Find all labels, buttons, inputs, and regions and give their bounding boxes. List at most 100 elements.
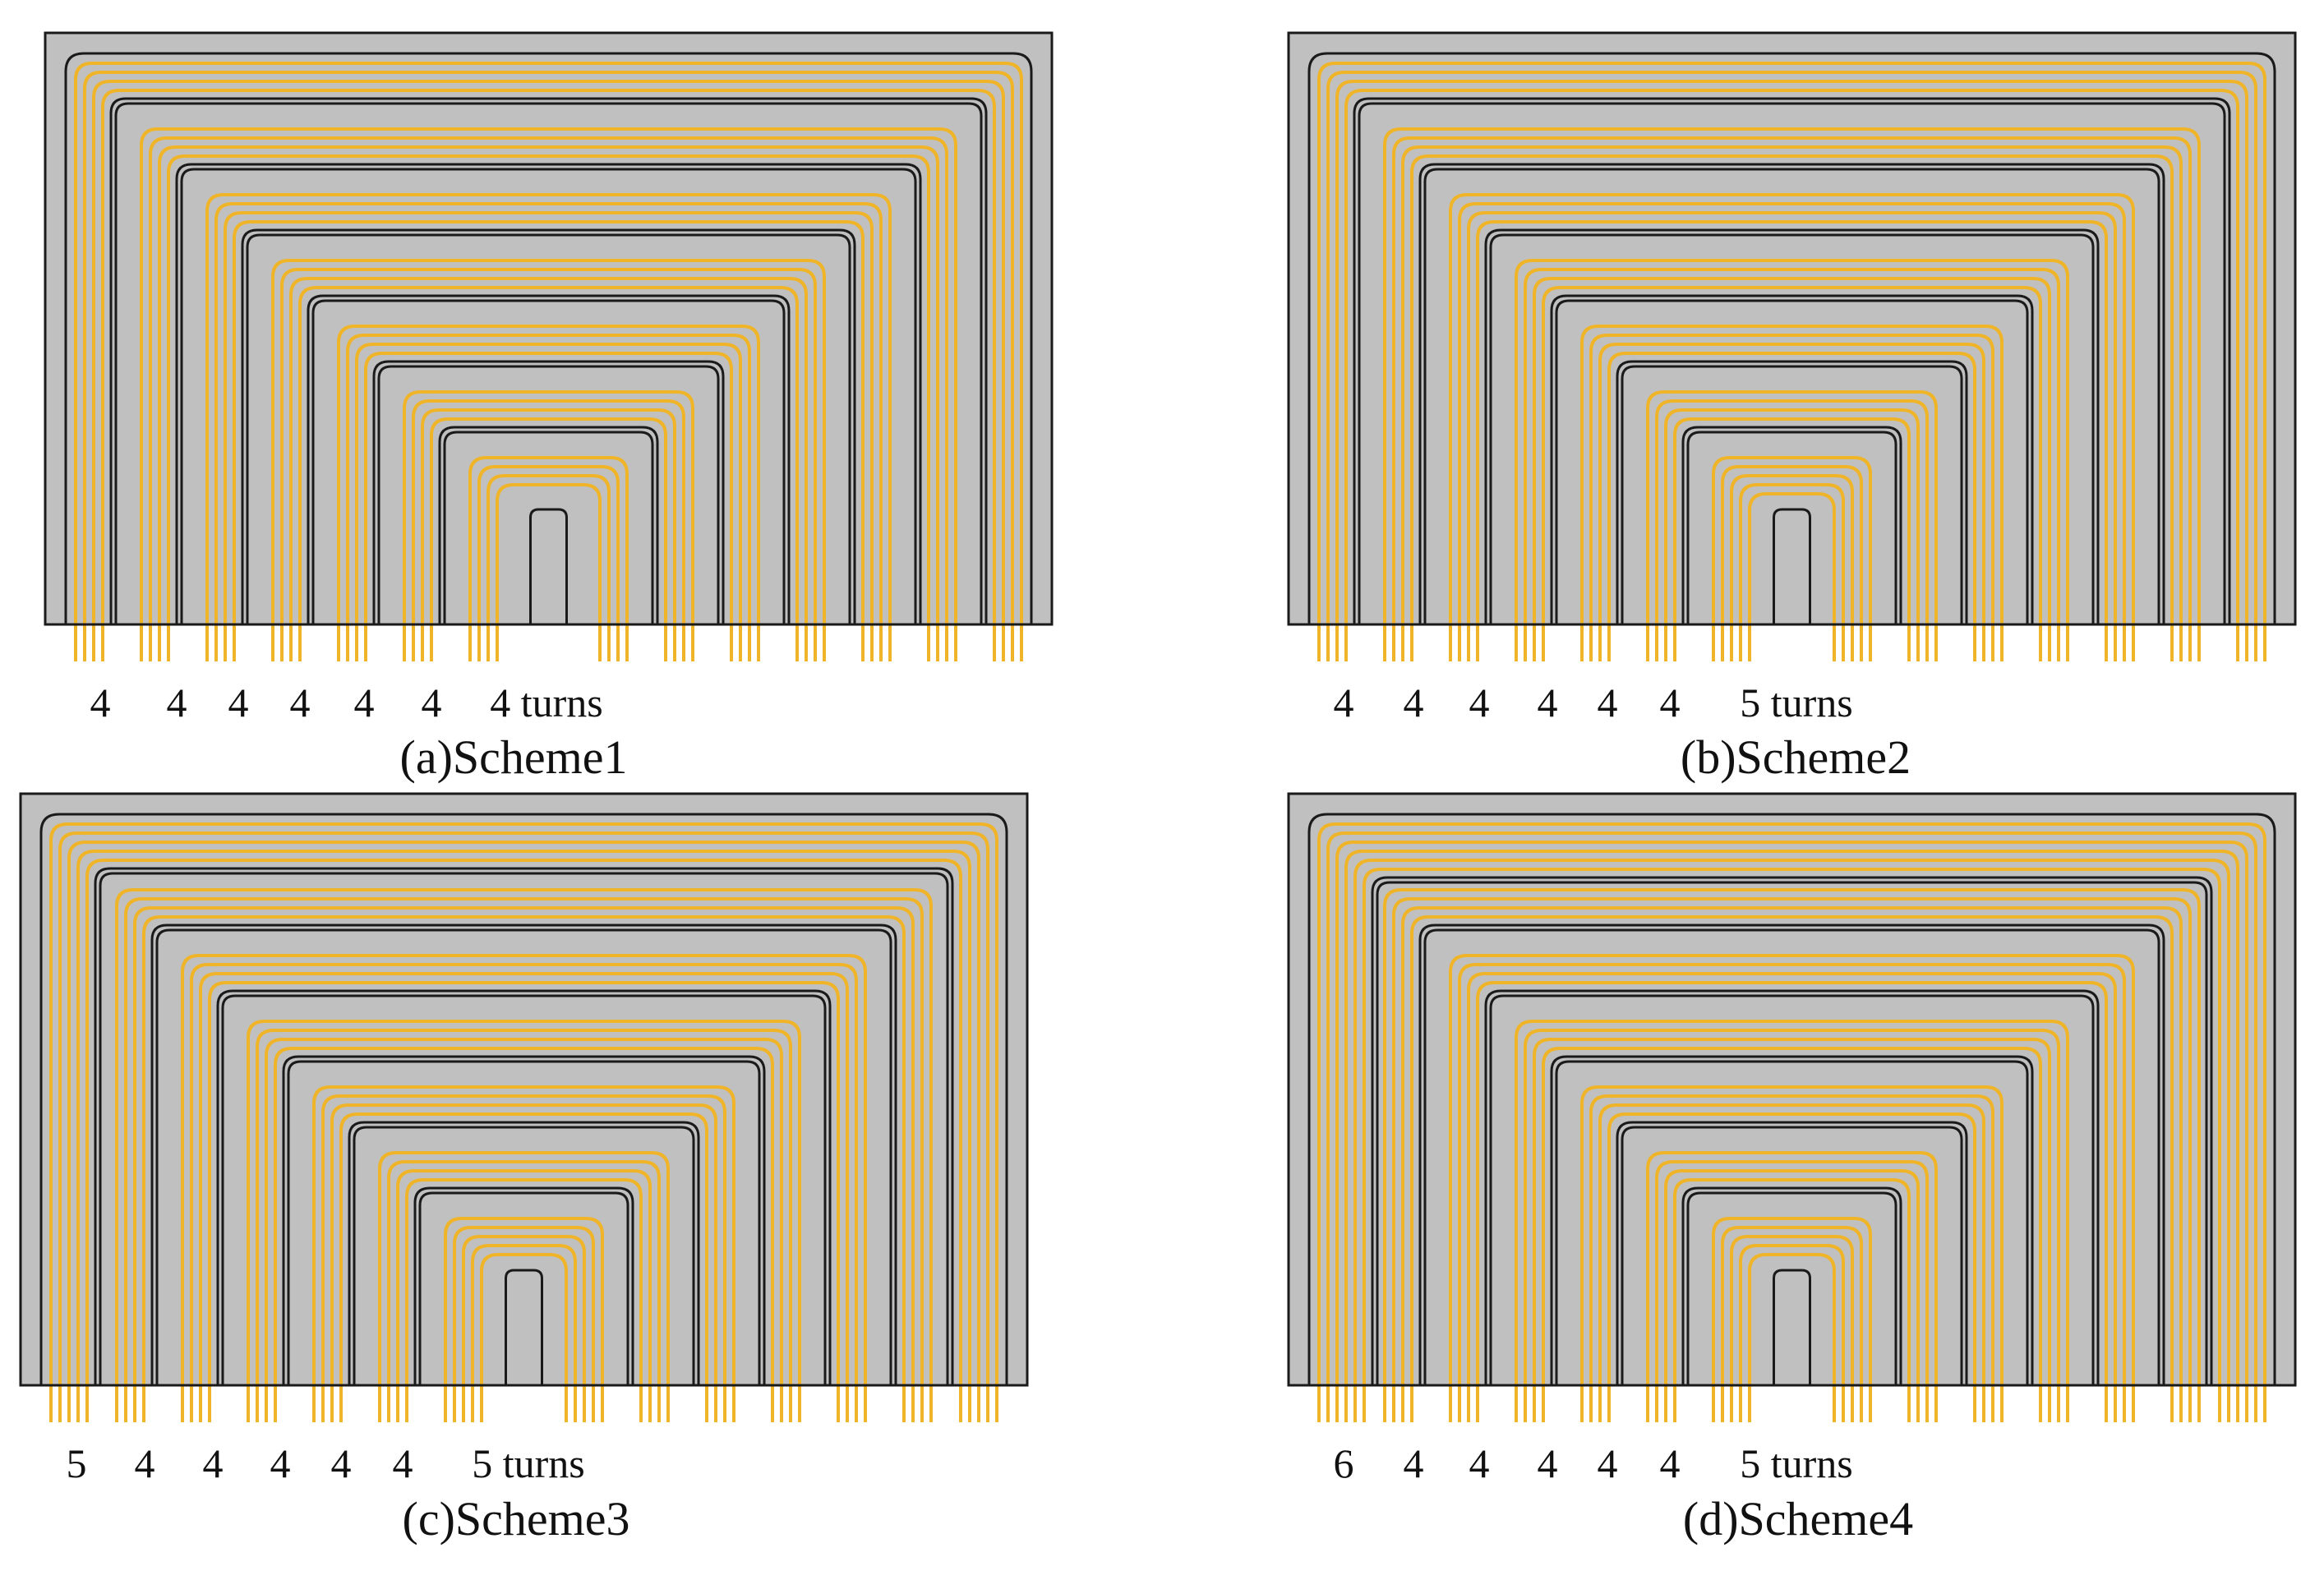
conductor-turn [1739,483,1845,661]
barrier-outer-edge [1550,294,2034,624]
conductor-turn [1739,1244,1845,1422]
conductor-turn [1392,136,2192,661]
turn-label-slot7: 4 turns [490,679,603,726]
conductor-turn [486,474,611,661]
conductor-turn [337,325,760,661]
conductor-turn [1392,897,2192,1422]
conductor-turn [396,1169,652,1422]
barrier-outer-edge [348,1121,700,1385]
barrier-outer-edge [1418,924,2165,1385]
barrier-inner-edge [1358,102,2226,624]
barrier-inner-edge [1686,1191,1897,1385]
conductor-turn [1335,80,2248,661]
conductor-turn [1712,456,1872,661]
barrier-inner-edge [353,1126,695,1385]
barrier-outer-edge [150,924,897,1385]
conductor-turn [1458,963,2126,1422]
conductor-turn [1655,1160,1929,1422]
conductor-turn [1458,202,2126,661]
conductor-turn [1410,915,2174,1422]
turn-label-slot1: 4 [90,679,111,726]
conductor-turn [74,62,1023,661]
conductor-turn [85,859,962,1422]
barrier-outer-edge [241,228,856,624]
conductor-turn [1353,859,2230,1422]
conductor-turn [1449,954,2135,1422]
conductor-turn [190,963,858,1422]
barrier-outer-edge [282,1055,766,1385]
conductor-turn [205,193,892,661]
turn-label-slot6: 4 [1659,679,1681,726]
conductor-turn [1449,193,2135,661]
conductor-turn [1673,417,1911,661]
barrier-inner-edge [1621,365,1963,624]
caption-scheme2: (b)Scheme2 [1680,730,1911,784]
conductor-turn [1533,1038,2051,1422]
conductor-turn [1326,71,2257,661]
barrier-outer-edge [1484,989,2100,1385]
turn-label-slot5: 4 [1597,1440,1618,1486]
conductor-turn [412,399,685,661]
scheme1-diagram [44,31,1054,661]
barrier-outer-edge [1681,1186,1902,1385]
conductor-turn [1580,1085,2004,1422]
conductor-turn [1646,1151,1938,1422]
conductor-turn [480,1253,568,1422]
outer-slot-boundary [1307,52,2276,624]
barrier-inner-edge [246,233,851,624]
conductor-turn [1589,1094,1994,1422]
conductor-turn [330,1103,717,1422]
conductor-turn [1515,259,2069,661]
turn-label-slot2: 4 [166,679,187,726]
conductor-turn [1598,1103,1985,1422]
conductor-turn [444,1217,604,1422]
barrier-inner-edge [1489,233,2095,624]
conductor-turn [378,1151,670,1422]
conductor-turn [1524,268,2060,661]
conductor-turn [233,220,865,661]
conductor-turn [208,981,840,1422]
conductor-turn [1664,1169,1920,1422]
center-post [529,508,568,626]
conductor-turn [1607,1112,1976,1422]
conductor-turn [1524,1029,2060,1422]
turn-label-slot2: 4 [1403,1440,1424,1486]
conductor-turn [1748,492,1836,661]
turn-label-slot1: 4 [1333,679,1354,726]
scheme3-diagram [19,792,1029,1422]
conductor-turn [403,390,694,661]
turn-label-slot4: 4 [289,679,311,726]
conductor-turn [280,268,817,661]
conductor-turn [421,408,676,661]
conductor-turn [1580,325,2004,661]
barrier-outer-edge [1616,1121,1968,1385]
conductor-turn [339,1112,708,1422]
conductor-turn [67,841,980,1422]
conductor-turn [1467,211,2117,661]
conductor-turn [1721,465,1863,661]
barrier-outer-edge [307,294,791,624]
conductor-turn [462,1235,586,1422]
turn-label-slot5: 4 [1597,679,1618,726]
center-post [505,1269,543,1387]
barrier-inner-edge [114,102,983,624]
conductor-turn [1515,1020,2069,1422]
conductor-turn [133,906,915,1422]
conductor-turn [256,1029,792,1422]
conductor-turn [274,1047,774,1422]
conductor-turn [453,1226,595,1422]
conductor-turn [1335,841,2248,1422]
conductor-turn [1476,220,2108,661]
center-post [1773,508,1811,626]
conductor-turn [1344,850,2239,1422]
barrier-outer-edge [1418,163,2165,624]
barrier-inner-edge [99,872,949,1385]
barrier-inner-edge [221,994,827,1385]
turn-label-slot1: 5 [66,1440,87,1486]
barrier-inner-edge [443,431,654,624]
barrier-outer-edge [216,989,832,1385]
conductor-turn [1664,408,1920,661]
barrier-inner-edge [1423,168,2160,624]
conductor-turn [477,465,620,661]
barrier-inner-edge [311,299,786,624]
